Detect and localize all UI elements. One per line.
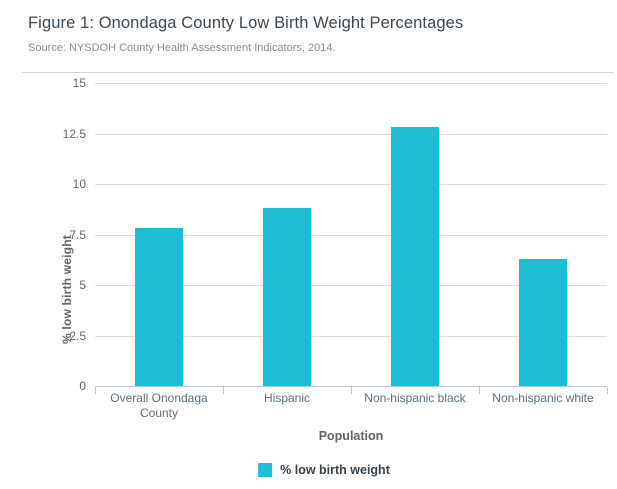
- plot-area: [95, 83, 608, 394]
- header-divider: [22, 72, 614, 73]
- gridline: [95, 234, 607, 236]
- gridline: [95, 133, 607, 135]
- y-tick-labels: 0 2.5 5 7.5 10 12.5 15: [0, 76, 86, 393]
- x-category-label: Non-hispanic white: [492, 391, 594, 405]
- gridline: [95, 285, 607, 286]
- x-axis-tick: [479, 387, 480, 394]
- y-tick-label: 2.5: [69, 328, 86, 343]
- legend-item[interactable]: % low birth weight: [258, 463, 390, 477]
- x-axis-tick: [351, 387, 352, 394]
- y-tick-label: 10: [72, 177, 86, 191]
- x-axis-tick: [223, 387, 224, 394]
- y-tick-label: 12.5: [62, 126, 86, 141]
- y-tick-label: 7.5: [69, 227, 86, 242]
- gridline: [95, 83, 607, 84]
- x-axis-line: [95, 386, 607, 387]
- chart-subtitle: Source: NYSDOH County Health Assessment …: [28, 42, 336, 54]
- bar-overall-onondaga-county[interactable]: [135, 228, 183, 386]
- x-axis-title: Population: [318, 429, 384, 443]
- x-axis-tick: [95, 387, 96, 394]
- x-category-label: Overall Onondaga County: [110, 391, 208, 420]
- gridline: [95, 335, 607, 337]
- x-axis-tick: [607, 387, 608, 394]
- y-tick-label: 0: [79, 379, 86, 393]
- x-category-label: Hispanic: [263, 391, 311, 405]
- bar-hispanic[interactable]: [263, 208, 311, 386]
- bar-non-hispanic-white[interactable]: [519, 259, 567, 386]
- legend-swatch-icon: [258, 463, 273, 477]
- x-category-labels: Overall Onondaga County Hispanic Non-hispa…: [95, 391, 607, 425]
- y-tick-label: 15: [72, 76, 86, 90]
- bar-non-hispanic-black[interactable]: [391, 127, 439, 386]
- x-category-label: Non-hispanic black: [364, 391, 466, 405]
- legend-label: % low birth weight: [280, 463, 390, 477]
- chart-title: Figure 1: Onondaga County Low Birth Weig…: [28, 14, 464, 32]
- y-tick-label: 5: [79, 278, 86, 292]
- gridline: [95, 184, 607, 185]
